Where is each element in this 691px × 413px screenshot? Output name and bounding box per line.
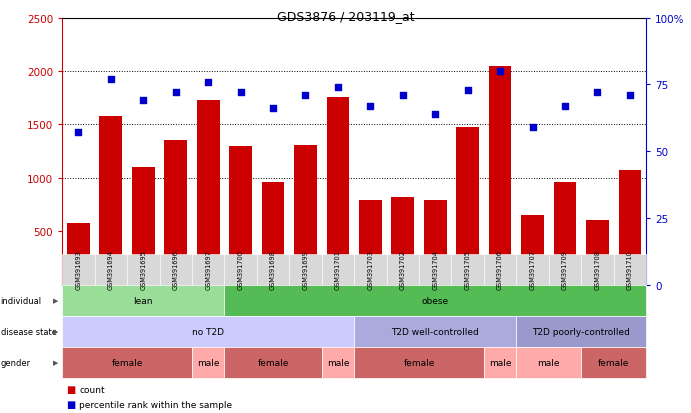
Point [625,93,636,99]
Text: GSM391696: GSM391696 [173,249,179,290]
Text: GSM391699: GSM391699 [303,249,308,290]
Text: obese: obese [422,296,448,305]
Text: GSM391700: GSM391700 [238,249,244,290]
Point [560,103,571,110]
Text: male: male [538,358,560,367]
Point [300,93,311,99]
Text: ■: ■ [66,385,75,394]
Bar [197,101,220,285]
Text: GSM391708: GSM391708 [594,249,600,290]
Bar [456,127,479,285]
Text: female: female [598,358,630,367]
Point [397,93,408,99]
Point [332,85,343,91]
Text: individual: individual [1,296,42,305]
Text: GSM391702: GSM391702 [400,249,406,290]
Text: ■: ■ [66,399,75,409]
Bar [262,183,285,285]
Text: GSM391697: GSM391697 [205,249,211,290]
Text: ▶: ▶ [53,359,59,366]
Text: female: female [404,358,435,367]
Text: disease state: disease state [1,327,57,336]
Point [138,98,149,104]
Bar [618,171,641,285]
Text: GDS3876 / 203119_at: GDS3876 / 203119_at [276,10,415,23]
Bar [294,145,317,285]
Point [430,111,441,118]
Bar [424,201,446,285]
Text: ▶: ▶ [53,328,59,335]
Bar [391,197,414,285]
Point [235,90,246,97]
Text: male: male [489,358,511,367]
Text: female: female [257,358,289,367]
Text: GSM391695: GSM391695 [140,249,146,290]
Text: GSM391698: GSM391698 [270,249,276,290]
Bar [586,220,609,285]
Text: GSM391701: GSM391701 [335,249,341,290]
Point [73,130,84,136]
Point [462,87,473,94]
Point [527,124,538,131]
Text: GSM391694: GSM391694 [108,249,114,290]
Text: gender: gender [1,358,31,367]
Text: male: male [197,358,220,367]
Text: GSM391707: GSM391707 [529,249,536,290]
Text: lean: lean [133,296,153,305]
Point [592,90,603,97]
Text: GSM391710: GSM391710 [627,249,633,290]
Bar [164,141,187,285]
Bar [521,216,544,285]
Point [170,90,181,97]
Text: GSM391709: GSM391709 [562,249,568,290]
Text: count: count [79,385,105,394]
Text: GSM391703: GSM391703 [368,249,373,290]
Point [105,76,116,83]
Point [202,79,214,86]
Bar [359,201,381,285]
Text: no T2D: no T2D [192,327,224,336]
Bar [67,223,90,285]
Point [365,103,376,110]
Point [267,106,278,112]
Text: GSM391705: GSM391705 [464,249,471,290]
Text: ▶: ▶ [53,297,59,304]
Text: GSM391706: GSM391706 [497,249,503,290]
Bar [132,168,155,285]
Text: T2D poorly-controlled: T2D poorly-controlled [532,327,630,336]
Bar [229,147,252,285]
Text: T2D well-controlled: T2D well-controlled [391,327,479,336]
Bar [100,116,122,285]
Text: female: female [111,358,143,367]
Bar [327,97,349,285]
Bar [553,183,576,285]
Text: GSM391704: GSM391704 [433,249,438,290]
Bar [489,66,511,285]
Text: male: male [327,358,349,367]
Point [495,69,506,75]
Text: percentile rank within the sample: percentile rank within the sample [79,400,233,409]
Text: GSM391693: GSM391693 [75,249,82,290]
